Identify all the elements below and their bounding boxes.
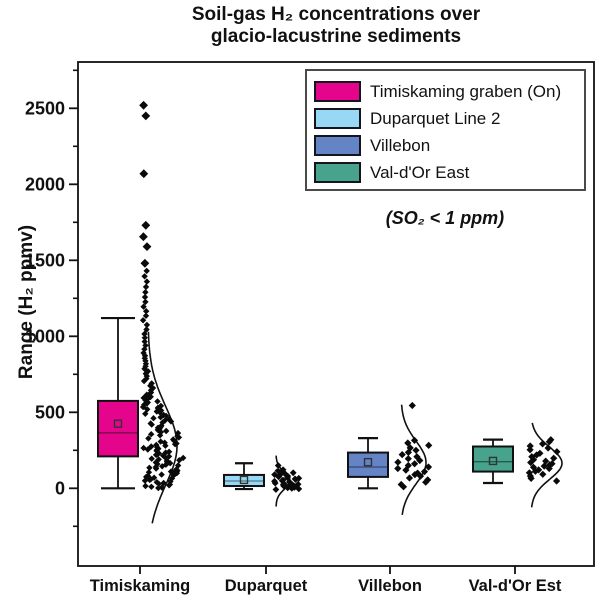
chart-title-line1: Soil-gas H₂ concentrations over xyxy=(191,4,481,25)
mean-marker xyxy=(113,419,123,428)
legend-swatch-valdor xyxy=(314,162,361,183)
fit-curve xyxy=(530,422,563,508)
y-tick-label: 1500 xyxy=(25,251,65,271)
y-tick-label: 0 xyxy=(55,479,65,499)
box xyxy=(97,399,139,458)
legend-label-valdor: Val-d'Or East xyxy=(370,162,470,182)
legend-label-villebon: Villebon xyxy=(370,135,431,155)
x-category-label: Timiskaming xyxy=(90,577,191,595)
y-axis-title: Range (H₂ ppmv) xyxy=(16,224,37,380)
y-tick-label: 1000 xyxy=(25,327,65,347)
y-tick-label: 500 xyxy=(35,403,65,423)
legend-label-timiskaming: Timiskaming graben (On) xyxy=(370,81,562,101)
legend-swatch-timiskaming xyxy=(314,81,361,102)
fit-curve xyxy=(400,404,427,516)
legend-item-timiskaming: Timiskaming graben (On) xyxy=(314,80,561,103)
y-tick-label: 2500 xyxy=(25,99,65,119)
box xyxy=(472,445,514,473)
mean-marker xyxy=(488,456,498,466)
scatter-points xyxy=(271,462,303,493)
legend-item-duparquet: Duparquet Line 2 xyxy=(314,107,500,130)
fit-curve xyxy=(147,331,178,524)
legend-label-duparquet: Duparquet Line 2 xyxy=(370,108,501,128)
x-category-label: Val-d'Or Est xyxy=(469,577,562,595)
mean-marker xyxy=(363,457,373,467)
box xyxy=(223,473,265,488)
chart-title-line2: glacio-lacustrine sediments xyxy=(210,26,462,47)
legend-item-valdor: Val-d'Or East xyxy=(314,161,469,184)
legend: Timiskaming graben (On) Duparquet Line 2… xyxy=(305,69,586,191)
mean-marker xyxy=(239,475,249,485)
plot-frame xyxy=(77,61,595,567)
legend-swatch-villebon xyxy=(314,135,361,156)
scatter-points xyxy=(394,401,433,491)
x-category-label: Duparquet xyxy=(225,577,308,595)
legend-swatch-duparquet xyxy=(314,108,361,129)
so2-annotation: (SO₂ < 1 ppm) xyxy=(385,208,505,228)
chart-title: Soil-gas H₂ concentrations over glacio-l… xyxy=(72,4,600,48)
scatter-points xyxy=(525,436,561,485)
box xyxy=(347,451,389,478)
y-tick-label: 2000 xyxy=(25,175,65,195)
scatter-points xyxy=(139,100,187,492)
x-category-label: Villebon xyxy=(358,577,422,595)
legend-item-villebon: Villebon xyxy=(314,134,430,157)
